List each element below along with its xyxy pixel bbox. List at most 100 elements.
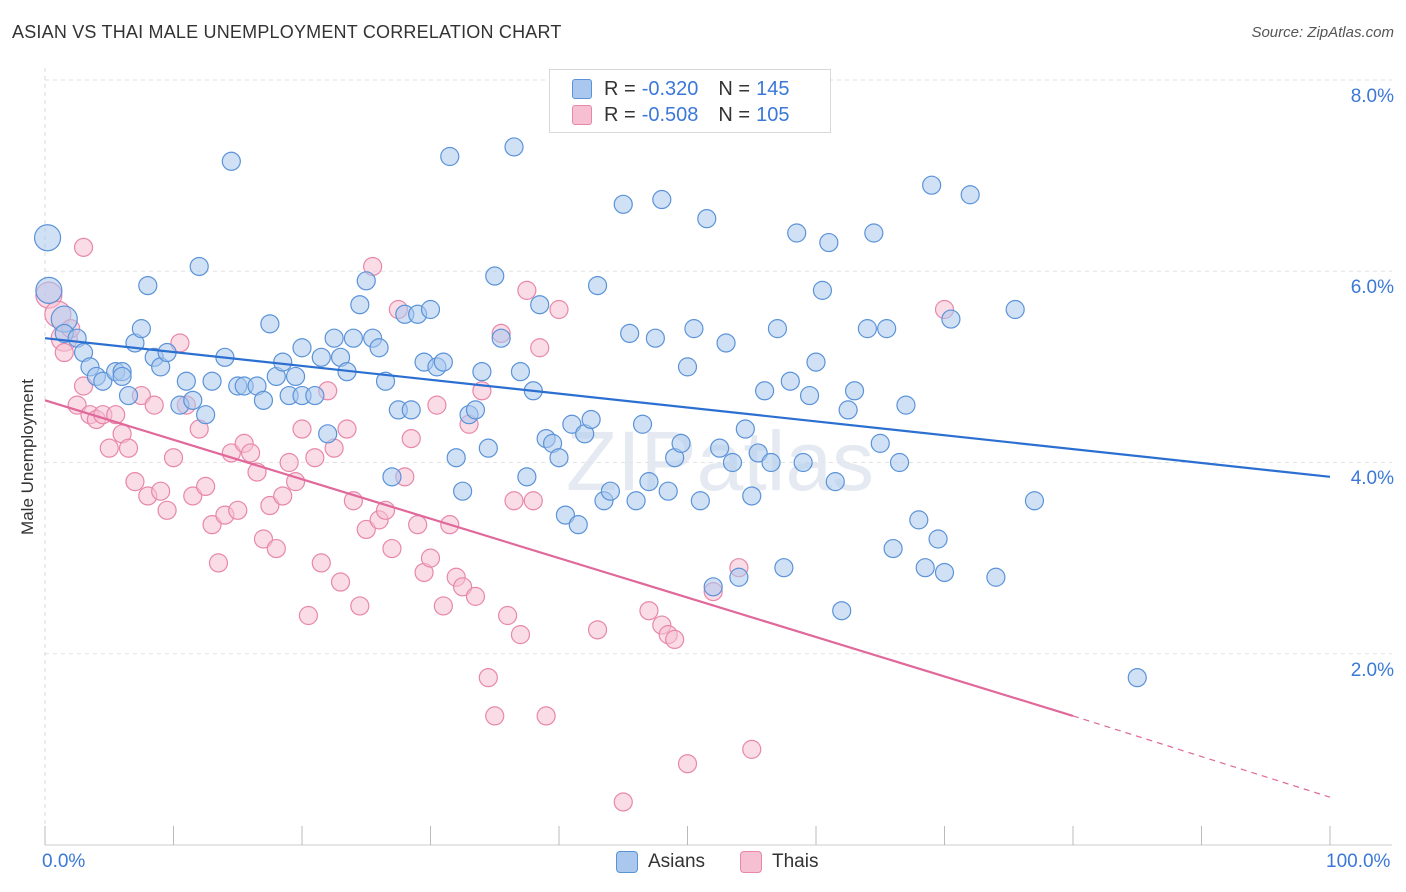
- asians-point: [356, 271, 376, 291]
- asians-point: [433, 352, 453, 372]
- asians-point: [722, 452, 743, 473]
- y-tick-label: 6.0%: [1350, 277, 1394, 298]
- asians-point: [202, 371, 222, 391]
- asians-point: [941, 309, 961, 329]
- asians-point: [864, 223, 884, 243]
- asians-point: [549, 448, 569, 468]
- asians-point: [703, 577, 723, 597]
- thais-point: [144, 395, 164, 415]
- asians-point: [697, 209, 717, 229]
- thais-point: [99, 438, 119, 458]
- thais-point: [54, 342, 74, 363]
- thais-point: [350, 596, 370, 616]
- thais-point: [118, 438, 139, 458]
- asians-point: [260, 314, 280, 334]
- asians-point: [626, 491, 646, 511]
- thais-point: [523, 491, 543, 511]
- thais-point: [279, 452, 299, 473]
- asians-point: [453, 481, 473, 501]
- legend-row-thais: R = -0.508 N = 105: [572, 102, 789, 128]
- asians-point: [620, 323, 640, 344]
- thais-point: [478, 668, 498, 688]
- x-tick-label-min: 0.0%: [42, 851, 86, 872]
- asians-trend-line: [44, 337, 1331, 478]
- thais-point: [266, 538, 286, 559]
- thais-point: [125, 472, 145, 492]
- thais-point: [382, 538, 402, 559]
- asians-point: [1127, 668, 1147, 688]
- asians-point: [909, 510, 929, 530]
- asians-legend-swatch: [616, 851, 638, 873]
- asians-point: [825, 472, 845, 492]
- thais-point: [208, 553, 229, 573]
- n-value: 105: [756, 103, 790, 126]
- asians-point: [446, 448, 466, 468]
- asians-point: [324, 328, 344, 348]
- thais-point: [420, 548, 441, 568]
- thais-point: [163, 448, 184, 468]
- asians-point: [870, 433, 890, 453]
- thais-trend-extension: [1072, 715, 1331, 798]
- thais-point: [305, 448, 325, 468]
- asians-point: [118, 385, 139, 406]
- asians-point: [491, 328, 511, 348]
- asians-point: [774, 558, 794, 578]
- asians-point: [716, 333, 736, 353]
- thais-point: [530, 338, 550, 358]
- thais-point: [549, 299, 569, 320]
- asians-point: [710, 438, 730, 458]
- asians-point: [844, 381, 865, 401]
- thais-point: [292, 419, 312, 439]
- asians-point: [472, 362, 492, 382]
- asians-point: [221, 151, 241, 171]
- asians-point: [735, 419, 755, 439]
- thais-point: [427, 395, 447, 415]
- asians-point: [645, 328, 665, 348]
- thais-swatch: [572, 105, 592, 125]
- asians-swatch: [572, 79, 592, 99]
- asians-point: [465, 400, 486, 420]
- asians-point: [189, 256, 209, 277]
- asians-point: [793, 452, 813, 473]
- asians-point: [742, 486, 762, 506]
- asians-point: [138, 275, 158, 296]
- thais-point: [665, 629, 685, 650]
- legend-row-asians: R = -0.320 N = 145: [572, 76, 789, 102]
- thais-point: [677, 754, 698, 774]
- asians-point: [587, 275, 608, 296]
- thais-point: [330, 572, 351, 592]
- thais-point: [196, 476, 216, 497]
- asians-point: [305, 385, 325, 406]
- thais-point: [106, 405, 126, 425]
- asians-point: [285, 366, 306, 387]
- asians-point: [311, 347, 331, 367]
- thais-point: [401, 428, 421, 449]
- asians-point: [375, 371, 396, 391]
- asians-point: [652, 189, 672, 210]
- asians-point: [196, 405, 216, 425]
- thais-legend-label: Thais: [772, 851, 819, 872]
- asians-point: [780, 371, 800, 391]
- n-value: 145: [756, 77, 790, 100]
- asians-point: [690, 491, 710, 511]
- asians-point: [112, 366, 132, 387]
- x-axis: [44, 826, 1392, 846]
- asians-point: [530, 295, 550, 315]
- thais-points: [35, 237, 955, 812]
- thais-point: [510, 625, 531, 645]
- asians-point: [478, 438, 498, 458]
- asians-point: [877, 319, 897, 339]
- asians-point: [806, 352, 826, 372]
- asians-point: [555, 505, 576, 525]
- y-tick-label: 2.0%: [1350, 660, 1394, 681]
- asians-point: [922, 175, 942, 195]
- legend-item-thais: Thais: [740, 851, 818, 873]
- thais-point: [285, 472, 306, 492]
- asians-point: [928, 529, 948, 549]
- asians-point: [292, 338, 312, 358]
- r-value: -0.508: [641, 103, 699, 126]
- chart-source: Source: ZipAtlas.com: [1251, 24, 1394, 41]
- thais-point: [202, 515, 222, 535]
- asians-point: [568, 515, 588, 535]
- asians-point: [819, 232, 839, 253]
